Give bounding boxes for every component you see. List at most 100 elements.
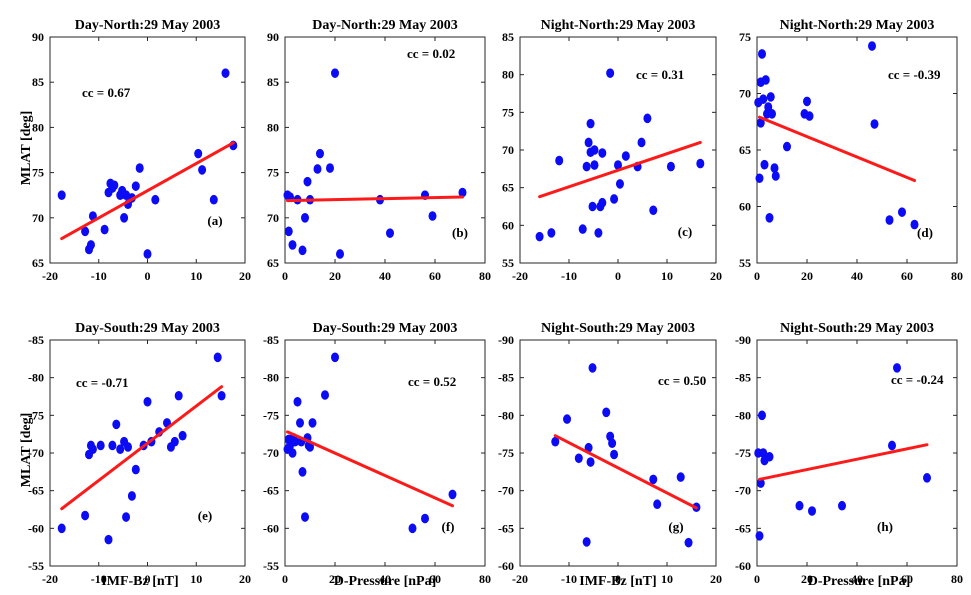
data-point xyxy=(838,500,846,511)
data-point xyxy=(135,163,144,173)
y-tick-label: 80 xyxy=(32,120,44,134)
panel-title: Night-South:29 May 2003 xyxy=(541,321,695,336)
y-tick-label: 80 xyxy=(267,120,279,134)
y-tick-label: 65 xyxy=(32,256,44,270)
data-point xyxy=(608,438,617,449)
x-tick-label: 80 xyxy=(951,269,963,283)
data-point xyxy=(96,440,105,451)
data-point xyxy=(586,118,595,129)
data-point xyxy=(765,213,774,223)
x-tick-label: 0 xyxy=(145,572,151,586)
data-point xyxy=(590,160,599,170)
data-point xyxy=(574,453,583,464)
x-tick-label: 60 xyxy=(901,269,913,283)
y-tick-label: -80 xyxy=(263,371,279,385)
data-point xyxy=(588,201,597,212)
x-tick-label: 80 xyxy=(479,572,491,586)
data-point xyxy=(653,499,662,510)
data-point xyxy=(666,161,675,172)
data-point xyxy=(301,213,309,223)
data-point xyxy=(755,173,764,184)
data-point xyxy=(893,363,901,373)
y-tick-label: -80 xyxy=(735,408,751,422)
data-point xyxy=(326,163,334,173)
data-point xyxy=(761,75,770,85)
data-point xyxy=(760,159,769,170)
data-point xyxy=(213,352,222,363)
data-point xyxy=(795,500,804,511)
panel-tag: (c) xyxy=(678,224,692,239)
data-point xyxy=(621,151,630,161)
data-point xyxy=(458,187,467,198)
y-tick-label: -60 xyxy=(735,559,751,573)
panels-group: Day-North:29 May 2003 -20 -10 0 10 20 65 70 75 80… xyxy=(28,18,963,586)
x-tick-label: 20 xyxy=(239,269,251,283)
data-point xyxy=(293,396,302,407)
x-axis-label-imf-left: IMF-Bz [nT] xyxy=(101,574,178,589)
x-tick-label: 80 xyxy=(479,269,491,283)
data-point xyxy=(803,96,811,107)
y-tick-label: 60 xyxy=(502,218,514,232)
panel-3: Night-North:29 May 2003 -20 -10 0 10 20 55 60 65… xyxy=(502,18,722,283)
data-point xyxy=(131,464,140,475)
data-point xyxy=(120,213,129,223)
y-tick-label: -85 xyxy=(498,371,514,385)
x-tick-label: -10 xyxy=(91,572,107,586)
data-point xyxy=(770,163,779,173)
data-point xyxy=(758,49,766,59)
data-point xyxy=(582,161,591,172)
data-point xyxy=(594,228,603,238)
panel-tag: (e) xyxy=(198,508,212,523)
data-point xyxy=(696,158,705,169)
data-point xyxy=(308,418,317,428)
regression-line xyxy=(758,115,916,183)
y-tick-label: 85 xyxy=(267,75,279,89)
x-tick-label: 0 xyxy=(754,572,760,586)
data-point xyxy=(316,148,324,159)
y-tick-label: 85 xyxy=(32,75,44,89)
data-point xyxy=(116,444,125,455)
panel-tag: (h) xyxy=(877,519,893,534)
data-point xyxy=(547,228,556,238)
panel-tag: (a) xyxy=(207,213,222,228)
data-point xyxy=(194,148,203,159)
data-point xyxy=(170,436,179,447)
data-point xyxy=(649,474,658,485)
y-tick-label: 55 xyxy=(739,256,751,270)
data-point xyxy=(758,410,766,421)
x-tick-label: 40 xyxy=(851,269,863,283)
correlation-annotation: cc = -0.71 xyxy=(76,375,129,390)
data-point xyxy=(535,231,544,242)
x-tick-label: -20 xyxy=(512,269,528,283)
data-point xyxy=(108,440,117,451)
data-point xyxy=(81,226,90,237)
data-point xyxy=(756,478,765,488)
data-point xyxy=(112,419,121,430)
panel-title: Day-North:29 May 2003 xyxy=(312,18,457,33)
x-tick-label: 0 xyxy=(145,269,151,283)
data-point xyxy=(288,240,297,250)
data-point xyxy=(606,68,615,78)
data-point xyxy=(898,207,906,217)
x-tick-label: 60 xyxy=(429,269,441,283)
x-tick-label: -10 xyxy=(561,572,577,586)
y-tick-label: -75 xyxy=(28,408,44,422)
data-point xyxy=(588,363,597,373)
y-tick-label: 70 xyxy=(267,211,279,225)
x-tick-label: 10 xyxy=(190,572,202,586)
x-axis-label-pressure-right: D-Pressure [nPa] xyxy=(808,574,911,589)
data-point xyxy=(178,430,187,441)
y-tick-label: -90 xyxy=(498,333,514,347)
y-tick-label: -65 xyxy=(28,484,44,498)
data-point xyxy=(296,418,304,428)
y-tick-label: -65 xyxy=(498,521,514,535)
data-point xyxy=(408,523,417,534)
y-tick-label: -75 xyxy=(498,446,514,460)
y-tick-label: -85 xyxy=(263,333,279,347)
data-point xyxy=(127,491,136,501)
data-point xyxy=(298,245,307,256)
data-point xyxy=(610,194,619,204)
panel-title: Day-South:29 May 2003 xyxy=(313,321,458,336)
data-point xyxy=(598,148,607,158)
x-tick-label: 60 xyxy=(429,572,441,586)
